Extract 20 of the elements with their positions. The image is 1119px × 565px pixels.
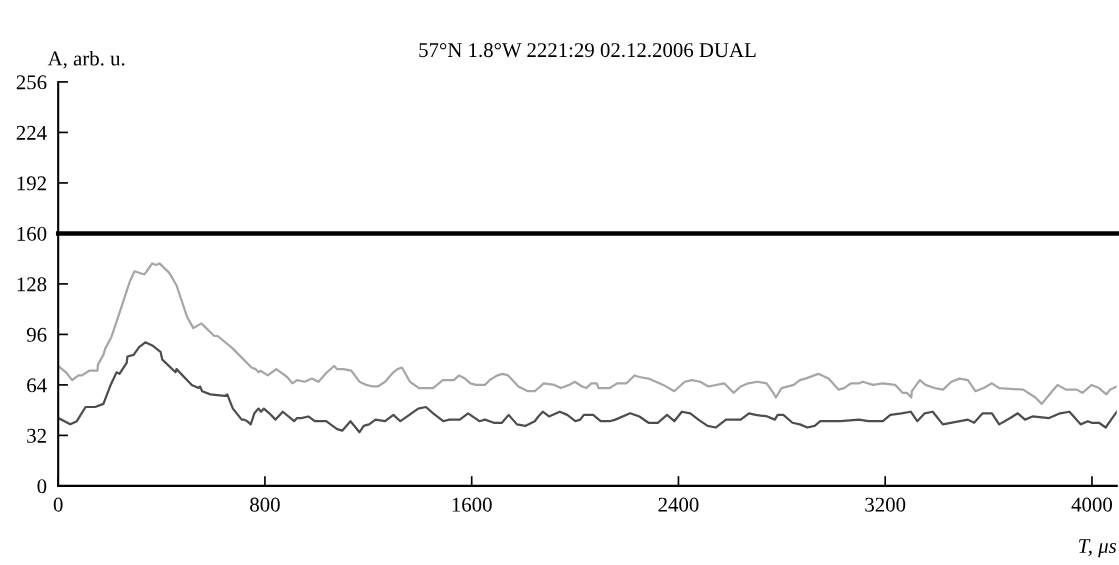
line-series [58,262,1117,405]
x-tick-label: 3200 [865,497,906,512]
x-tick-label: 800 [250,497,280,512]
y-tick-label: 160 [17,226,47,241]
y-tick-label: 224 [16,125,47,140]
y-tick-label: 64 [27,378,47,393]
x-tick-label: 1600 [452,497,492,512]
x-axis-title: T, μs [1079,539,1117,558]
y-tick-label: 256 [16,75,47,90]
y-tick-label: 0 [37,479,47,494]
y-axis-title: A, arb. u. [47,50,125,69]
y-tick-label: 192 [17,176,46,191]
y-tick-label: 32 [27,428,46,443]
y-tick-label: 128 [17,277,47,292]
chart-title: 57°N 1.8°W 2221:29 02.12.2006 DUAL [419,43,756,58]
x-tick-label: 0 [53,497,63,512]
x-tick-label: 2400 [658,497,699,512]
line-series [58,341,1117,434]
y-tick-label: 96 [26,327,47,342]
x-tick-label: 4000 [1071,497,1112,512]
